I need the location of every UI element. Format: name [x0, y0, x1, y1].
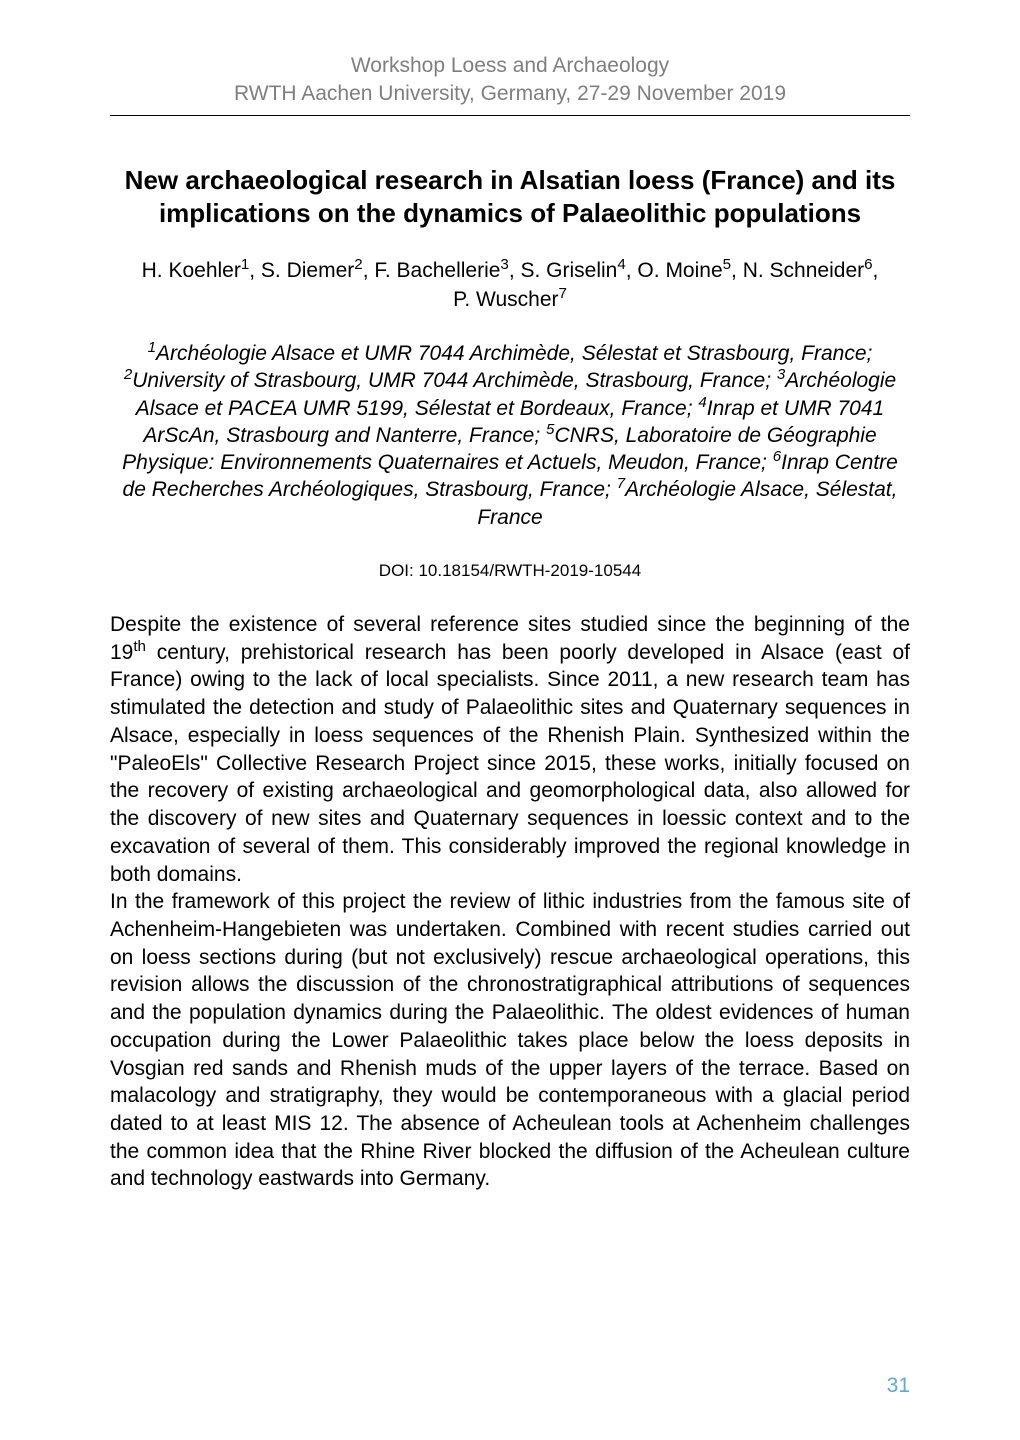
running-header-line2: RWTH Aachen University, Germany, 27-29 N… [234, 82, 786, 105]
authors: H. Koehler1, S. Diemer2, F. Bachellerie3… [140, 257, 880, 314]
running-header: Workshop Loess and Archaeology RWTH Aach… [110, 52, 910, 109]
abstract-body: Despite the existence of several referen… [110, 611, 910, 1193]
paper-title: New archaeological research in Alsatian … [120, 164, 900, 232]
running-header-line1: Workshop Loess and Archaeology [351, 54, 669, 77]
header-rule [110, 115, 910, 116]
page-number: 31 [887, 1374, 910, 1398]
affiliations: 1Archéologie Alsace et UMR 7044 Archimèd… [118, 340, 902, 531]
page: Workshop Loess and Archaeology RWTH Aach… [0, 0, 1020, 1440]
doi: DOI: 10.18154/RWTH-2019-10544 [110, 561, 910, 581]
